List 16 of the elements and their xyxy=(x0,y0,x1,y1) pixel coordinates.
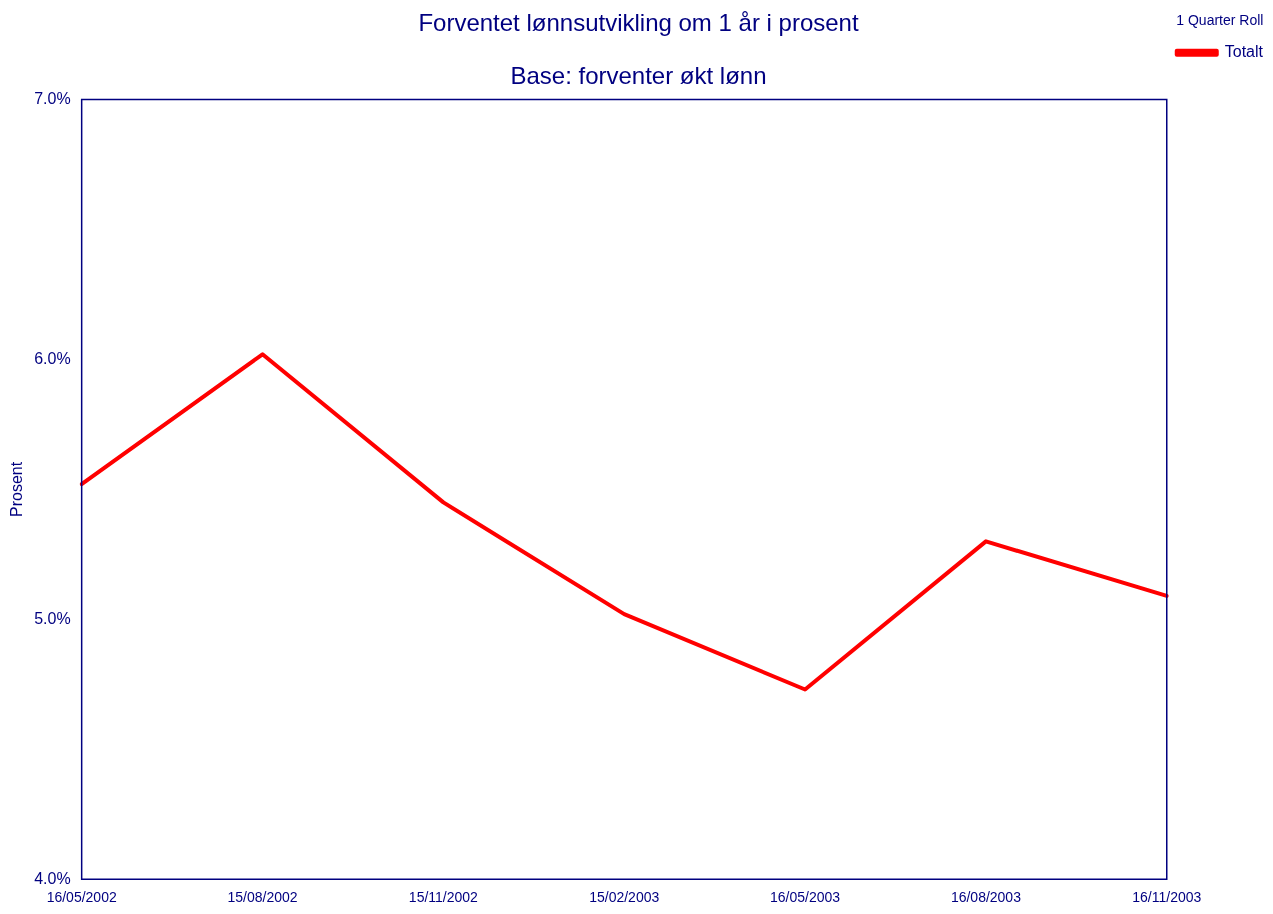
legend-label: Totalt xyxy=(1224,43,1264,61)
legend-title: 1 Quarter Roll xyxy=(1176,11,1264,28)
x-tick-label: 16/08/2003 xyxy=(950,889,1022,906)
x-tick-label: 15/02/2003 xyxy=(589,889,660,906)
x-tick-label: 15/11/2002 xyxy=(408,889,479,906)
y-axis-title: Prosent xyxy=(8,461,26,517)
chart-title: Forventet lønnsutvikling om 1 år i prosent xyxy=(418,9,859,37)
x-tick-label: 16/11/2003 xyxy=(1132,889,1202,906)
chart-subtitle: Base: forventer økt lønn xyxy=(510,61,767,89)
y-tick-label: 5.0% xyxy=(34,609,71,627)
y-tick-label: 7.0% xyxy=(34,90,71,108)
y-tick-label: 6.0% xyxy=(34,349,71,367)
x-tick-label: 15/08/2002 xyxy=(227,889,298,906)
x-tick-label: 16/05/2003 xyxy=(770,889,841,906)
y-tick-label: 4.0% xyxy=(34,869,71,887)
x-tick-label: 16/05/2002 xyxy=(46,889,117,906)
